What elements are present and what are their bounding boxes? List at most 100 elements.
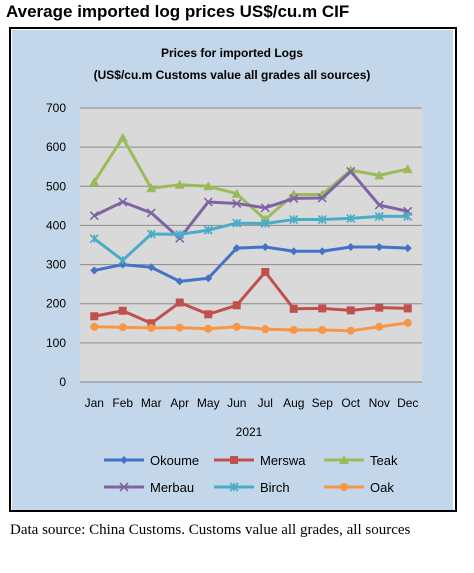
- legend-item-teak: Teak: [324, 453, 398, 468]
- data-point-teak: [174, 179, 185, 189]
- data-point-birch: [118, 255, 128, 265]
- data-point-oak: [375, 322, 384, 331]
- data-point-merswa: [204, 310, 213, 319]
- data-point-teak: [231, 188, 242, 198]
- data-point-teak: [374, 170, 385, 180]
- data-point-okoume: [375, 242, 384, 251]
- data-point-merswa: [90, 312, 99, 321]
- data-point-merswa: [261, 268, 270, 277]
- line-chart: Prices for imported Logs (US$/cu.m Custo…: [46, 46, 422, 495]
- data-point-merbau: [374, 200, 384, 210]
- data-point-birch: [89, 234, 99, 244]
- legend-marker-birch: [229, 482, 239, 492]
- data-point-okoume: [318, 247, 327, 256]
- data-point-okoume: [261, 242, 270, 251]
- x-tick-label: Jul: [258, 396, 273, 410]
- data-point-birch: [346, 213, 356, 223]
- x-tick-label: Dec: [397, 396, 418, 410]
- data-point-merswa: [403, 304, 412, 313]
- data-point-merswa: [118, 306, 127, 315]
- series-okoume: [90, 242, 412, 286]
- series-oak: [90, 318, 412, 335]
- y-tick-label: 400: [46, 218, 66, 232]
- chart-subtitle: (US$/cu.m Customs value all grades all s…: [94, 68, 371, 82]
- data-point-merswa: [147, 319, 156, 328]
- data-point-oak: [403, 318, 412, 327]
- data-point-okoume: [346, 242, 355, 251]
- y-tick-label: 200: [46, 297, 66, 311]
- series-merbau: [89, 166, 413, 243]
- data-point-merbau: [232, 198, 242, 209]
- data-point-okoume: [175, 277, 184, 286]
- series-line-oak: [94, 321, 408, 333]
- data-point-merswa: [175, 298, 184, 307]
- series-line-merbau: [93, 169, 409, 240]
- x-tick-label: Feb: [112, 396, 133, 410]
- legend-label-oak: Oak: [370, 480, 394, 495]
- series-line-birch: [93, 214, 408, 262]
- source-note: Data source: China Customs. Customs valu…: [10, 522, 411, 538]
- data-point-birch: [289, 214, 299, 225]
- x-axis-label: 2021: [236, 425, 263, 439]
- x-tick-label: Aug: [283, 396, 304, 410]
- data-point-oak: [204, 324, 213, 333]
- data-point-birch: [403, 211, 413, 221]
- data-point-merbau: [317, 193, 327, 203]
- series-line-okoume: [93, 245, 408, 283]
- data-point-birch: [374, 211, 384, 221]
- series-birch: [89, 211, 413, 265]
- data-point-teak: [89, 176, 100, 186]
- y-tick-label: 500: [46, 179, 66, 193]
- data-point-merswa: [346, 306, 355, 315]
- x-tick-label: Mar: [141, 396, 162, 410]
- legend-marker-merbau: [119, 482, 129, 492]
- x-tick-label: Oct: [341, 396, 360, 410]
- data-point-merbau: [203, 197, 213, 207]
- legend-marker-teak: [339, 455, 349, 464]
- data-point-oak: [232, 322, 241, 331]
- data-point-birch: [317, 214, 327, 225]
- data-point-oak: [346, 326, 355, 335]
- legend-item-okoume: Okoume: [104, 453, 199, 468]
- data-point-birch: [203, 225, 213, 235]
- data-point-okoume: [232, 244, 241, 253]
- data-point-teak: [117, 132, 128, 142]
- data-point-birch: [175, 229, 185, 239]
- x-tick-label: Jun: [227, 396, 246, 410]
- plot-area: [80, 108, 422, 382]
- x-tick-label: Nov: [369, 396, 390, 410]
- data-point-merswa: [289, 304, 298, 313]
- legend-item-merswa: Merswa: [214, 453, 306, 468]
- data-point-okoume: [147, 263, 156, 272]
- x-tick-label: Sep: [312, 396, 334, 410]
- y-tick-label: 300: [46, 258, 66, 272]
- data-point-merswa: [232, 301, 241, 310]
- chart-title: Prices for imported Logs: [161, 46, 303, 60]
- legend-item-oak: Oak: [324, 480, 394, 495]
- data-point-merswa: [375, 303, 384, 312]
- x-tick-label: May: [197, 396, 220, 410]
- legend-marker-okoume: [120, 456, 128, 464]
- data-point-merswa: [318, 304, 327, 313]
- chart-frame: [9, 27, 457, 512]
- y-tick-label: 700: [46, 101, 66, 115]
- data-point-merbau: [289, 193, 299, 203]
- data-point-oak: [318, 325, 327, 334]
- data-point-merbau: [118, 197, 128, 207]
- data-point-teak: [203, 181, 214, 191]
- y-tick-label: 0: [59, 375, 66, 389]
- legend-label-merswa: Merswa: [260, 453, 306, 468]
- data-point-oak: [118, 323, 127, 332]
- data-point-merbau: [260, 203, 270, 213]
- legend-marker-merswa: [230, 456, 238, 464]
- legend-marker-oak: [340, 483, 348, 491]
- legend-label-birch: Birch: [260, 480, 290, 495]
- data-point-okoume: [204, 274, 213, 283]
- x-tick-label: Jan: [85, 396, 104, 410]
- data-point-oak: [90, 322, 99, 331]
- data-point-teak: [146, 183, 157, 193]
- data-point-oak: [147, 323, 156, 332]
- legend-label-merbau: Merbau: [150, 480, 194, 495]
- data-point-oak: [261, 325, 270, 334]
- legend-label-teak: Teak: [370, 453, 398, 468]
